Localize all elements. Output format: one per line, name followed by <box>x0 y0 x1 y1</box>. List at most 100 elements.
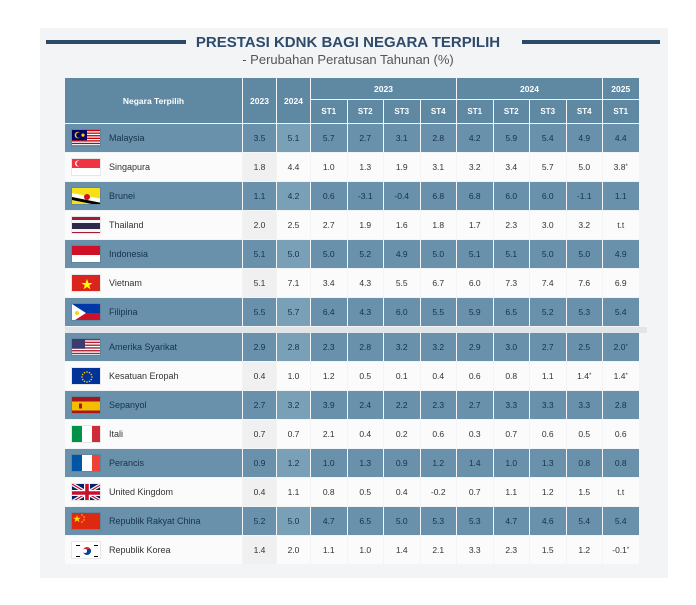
country-name: Singapura <box>109 162 151 172</box>
value-text: 0.7 <box>505 429 518 439</box>
value-cell: 1.0 <box>277 362 310 390</box>
value-cell: 1.4 <box>243 536 276 564</box>
value-cell: 2.8 <box>420 124 456 152</box>
value-text: 2.7 <box>541 342 554 352</box>
value-cell: 1.2 <box>311 362 347 390</box>
value-text: 4.2 <box>287 191 300 201</box>
value-text: 6.9 <box>614 278 627 288</box>
value-cell: 1.0 <box>311 153 347 181</box>
value-text: 1.9 <box>395 162 408 172</box>
spain-flag <box>71 396 101 414</box>
value-cell: 4.4 <box>603 124 639 152</box>
value-cell: 1.1 <box>311 536 347 564</box>
value-text: 1.5 <box>578 487 591 497</box>
value-text: 1.1 <box>287 487 300 497</box>
value-text: 1.9 <box>359 220 372 230</box>
value-text: 0.6 <box>614 429 627 439</box>
thailand-flag <box>71 216 101 234</box>
value-text: 1.4 <box>395 545 408 555</box>
value-text: 5.1 <box>253 249 266 259</box>
country-name: Malaysia <box>109 133 145 143</box>
france-flag <box>71 454 101 472</box>
value-text: 5.2 <box>541 307 554 317</box>
value-text: 1.4 <box>468 458 481 468</box>
value-text: 3.2 <box>432 342 445 352</box>
value-text: 4.9 <box>614 249 627 259</box>
value-cell: 6.0 <box>384 298 420 326</box>
value-text: 1.4 <box>577 371 589 381</box>
value-cell: 5.7 <box>277 298 310 326</box>
value-text: 3.2 <box>468 162 481 172</box>
country-cell: Sepanyol <box>65 391 242 419</box>
value-text: 5.4 <box>614 307 627 317</box>
value-cell: 3.2 <box>420 333 456 361</box>
value-text: 0.1 <box>395 371 408 381</box>
value-text: 4.2 <box>468 133 481 143</box>
header-quarter: ST1 <box>603 100 639 123</box>
value-text: 1.1 <box>322 545 335 555</box>
header-quarter: ST3 <box>384 100 420 123</box>
value-text: 1.6 <box>395 220 408 230</box>
value-text: 6.0 <box>395 307 408 317</box>
header-quarter: ST4 <box>420 100 456 123</box>
value-cell: 0.2 <box>384 420 420 448</box>
value-cell: -0.4 <box>384 182 420 210</box>
value-cell: 1.2 <box>420 449 456 477</box>
country-name: Republik Rakyat China <box>109 516 201 526</box>
value-text: 2.5 <box>578 342 591 352</box>
value-text: -0.1 <box>612 545 627 555</box>
country-name: Filipina <box>109 307 138 317</box>
value-text: 5.9 <box>468 307 481 317</box>
vietnam-flag <box>71 274 101 292</box>
value-cell: 4.7 <box>311 507 347 535</box>
value-text: 5.2 <box>253 516 266 526</box>
value-cell: 3.0 <box>493 333 529 361</box>
header-group-2024: 2024 <box>457 78 602 99</box>
value-text: 4.9 <box>578 133 591 143</box>
country-name: Republik Korea <box>109 545 171 555</box>
value-cell: 2.3 <box>311 333 347 361</box>
country-cell: Malaysia <box>65 124 242 152</box>
value-cell: 3.1 <box>384 124 420 152</box>
value-cell: 0.7 <box>493 420 529 448</box>
country-name: Thailand <box>109 220 144 230</box>
country-name: Kesatuan Eropah <box>109 371 179 381</box>
value-text: 5.4 <box>578 516 591 526</box>
value-cell: 1.3 <box>347 449 383 477</box>
value-text: 3.9 <box>322 400 335 410</box>
value-cell: 5.0 <box>277 507 310 535</box>
country-cell: Kesatuan Eropah <box>65 362 242 390</box>
value-text: 1.8 <box>253 162 266 172</box>
value-text: 4.7 <box>505 516 518 526</box>
value-cell: 2.5 <box>277 211 310 239</box>
philippines-flag <box>71 303 101 321</box>
value-cell: -0.2 <box>420 478 456 506</box>
value-cell: 5.5 <box>384 269 420 297</box>
value-text: 3.0 <box>505 342 518 352</box>
header-country: Negara Terpilih <box>65 78 242 123</box>
country-cell: Republik Korea <box>65 536 242 564</box>
value-text: 2.2 <box>395 400 408 410</box>
value-text: 0.8 <box>614 458 627 468</box>
value-cell: 1.4 <box>457 449 493 477</box>
value-cell: 2.4 <box>347 391 383 419</box>
value-text: 0.4 <box>395 487 408 497</box>
value-cell: 0.6 <box>311 182 347 210</box>
value-cell: 5.4 <box>603 507 639 535</box>
value-cell: 2.2 <box>384 391 420 419</box>
brunei-flag <box>71 187 101 205</box>
value-cell: 2.3 <box>493 211 529 239</box>
value-text: 2.7 <box>468 400 481 410</box>
value-text: 5.0 <box>541 249 554 259</box>
value-text: 6.0 <box>505 191 518 201</box>
value-cell: 0.7 <box>243 420 276 448</box>
header-quarter: ST2 <box>493 100 529 123</box>
value-text: 3.2 <box>395 342 408 352</box>
italy-flag <box>71 425 101 443</box>
value-text: 5.2 <box>359 249 372 259</box>
value-cell: 2.7 <box>457 391 493 419</box>
value-cell: 0.8 <box>603 449 639 477</box>
value-text: 7.4 <box>541 278 554 288</box>
value-cell: 1.5 <box>566 478 602 506</box>
value-cell: 6.0 <box>530 182 566 210</box>
